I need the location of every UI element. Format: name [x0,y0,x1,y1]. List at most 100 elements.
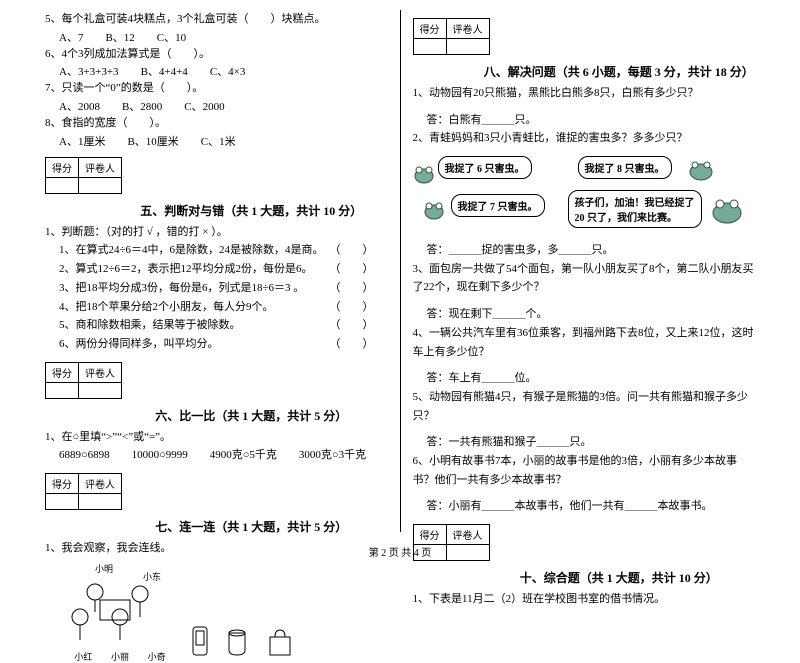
q8-text: 8、食指的宽度（ ）。 [45,114,388,133]
score-h1: 得分 [46,362,79,382]
bubble4: 孩子们，加油！我已经捉了 20 只了，我们来比赛。 [568,190,702,228]
right-column: 得分 评卷人 八、解决问题（共 6 小题，每题 3 分，共计 18 分） 1、动… [403,10,766,532]
j1a-t: 1、在算式24÷6＝4中，6是除数，24是被除数，4是商。 [59,244,324,256]
section6-row: 得分 评卷人 [45,354,388,403]
q5-opt-c: C、10 [157,29,186,45]
j1b: 2、算式12÷6＝2，表示把12平均分成2份，每份是6。 （ ） [45,260,388,279]
q6-text: 6、4个3列成加法算式是（ ）。 [45,45,388,64]
lbl-qi: 小奇 [148,650,166,663]
q7-text: 7、只读一个“0”的数是（ ）。 [45,79,388,98]
frog-icon-2 [688,158,714,182]
score-h2: 评卷人 [446,19,489,39]
p4: 4、一辆公共汽车里有36位乘客，到福州路下去8位，又上来12位，这时车上有多少位… [413,324,756,361]
page-container: 5、每个礼盒可装4块糕点，3个礼盒可装（ ）块糕点。 A、7 B、12 C、10… [0,0,800,532]
p3a: 答：现在剩下＿＿＿个。 [413,305,756,324]
section7-row: 得分 评卷人 [45,465,388,514]
paren: （ ） [330,241,374,260]
paren: （ ） [330,298,374,317]
page-footer: 第 2 页 共 4 页 [0,544,800,559]
left-column: 5、每个礼盒可装4块糕点，3个礼盒可装（ ）块糕点。 A、7 B、12 C、10… [35,10,398,532]
paren: （ ） [330,260,374,279]
kids-group: 小明 小东 小红 小丽 小奇 [65,562,175,663]
obj-cup [225,625,250,663]
phone-icon [190,625,210,660]
bubble1: 我捉了 6 只害虫。 [438,156,532,179]
q7-opt-c: C、2000 [184,98,224,114]
obj-bag [265,625,295,663]
q8-options: A、1厘米 B、10厘米 C、1米 [45,133,388,149]
score-box-7: 得分 评卷人 [45,473,122,510]
score-h2: 评卷人 [79,157,122,177]
score-h2: 评卷人 [79,362,122,382]
q8-opt-c: C、1米 [201,133,236,149]
j1e: 5、商和除数相乘，结果等于被除数。 （ ） [45,316,388,335]
q6-options: A、3+3+3+3 B、4+4+4 C、4×3 [45,63,388,79]
j1e-t: 5、商和除数相乘，结果等于被除数。 [59,319,241,331]
column-divider [400,10,401,532]
q6-opt-a: A、3+3+3+3 [59,63,119,79]
p1: 1、动物园有20只熊猫，黑熊比白熊多8只，白熊有多少只？ [413,84,756,103]
section5-row: 得分 评卷人 [45,149,388,198]
j1c-t: 3、把18平均分成3份，每份是6，列式是18÷6＝3 。 [59,282,304,294]
j1f: 6、两份分得同样多，叫平均分。 （ ） [45,335,388,354]
p6: 6、小明有故事书7本，小丽的故事书是他的3倍，小丽有多少本故事书？他们一共有多少… [413,452,756,489]
frog-icon-4 [711,196,743,224]
c1-text: 1、在○里填“>”“<”或“=”。 [45,428,388,447]
score-box-6: 得分 评卷人 [45,362,122,399]
q5-options: A、7 B、12 C、10 [45,29,388,45]
j1c: 3、把18平均分成3份，每份是6，列式是18÷6＝3 。 （ ） [45,279,388,298]
q5-text: 5、每个礼盒可装4块糕点，3个礼盒可装（ ）块糕点。 [45,10,388,29]
p2: 2、青蛙妈妈和3只小青蛙比，谁捉的害虫多？多多少只？ [413,129,756,148]
bub4b: 20 只了，我们来比赛。 [575,213,678,224]
paren: （ ） [330,279,374,298]
obj-phone [190,625,210,663]
section6-title: 六、比一比（共 1 大题，共计 5 分） [45,407,388,424]
score-h2: 评卷人 [79,473,122,493]
q8-opt-b: B、10厘米 [127,133,178,149]
score-h1: 得分 [413,19,446,39]
score-h1: 得分 [413,525,446,545]
j1-text: 1、判断题：（对的打 √ ，错的打 × ）。 [45,223,388,242]
c1-line: 6889○6898 10000○9999 4900克○5千克 3000克○3千克 [45,446,388,465]
frog-scene: 我捉了 6 只害虫。 我捉了 8 只害虫。 我捉了 7 只害虫。 孩子们，加油！… [413,152,756,237]
section10-title: 十、综合题（共 1 大题，共计 10 分） [413,569,756,586]
bag-icon [265,625,295,660]
section7-title: 七、连一连（共 1 大题，共计 5 分） [45,518,388,535]
paren: （ ） [330,316,374,335]
lbl-ming: 小明 [95,564,113,574]
j1a: 1、在算式24÷6＝4中，6是除数，24是被除数，4是商。 （ ） [45,241,388,260]
q5-opt-a: A、7 [59,29,83,45]
j1b-t: 2、算式12÷6＝2，表示把12平均分成2份，每份是6。 [59,263,313,275]
frog-icon-3 [423,200,445,220]
q7-opt-a: A、2008 [59,98,100,114]
bubble3: 我捉了 7 只害虫。 [451,194,545,217]
score-h1: 得分 [46,473,79,493]
lbl-li: 小丽 [111,650,129,663]
frog-icon-1 [413,164,435,184]
lbl-dong: 小东 [143,571,161,582]
p4a: 答：车上有＿＿＿位。 [413,369,756,388]
p5: 5、动物园有熊猫4只，有猴子是熊猫的3倍。问一共有熊猫和猴子多少只？ [413,388,756,425]
section8-row: 得分 评卷人 [413,10,756,59]
paren: （ ） [330,335,374,354]
q6-opt-b: B、4+4+4 [141,63,188,79]
p2a: 答：＿＿＿捉的害虫多，多＿＿＿只。 [413,241,756,260]
j1d: 4、把18个苹果分给2个小朋友，每人分9个。 （ ） [45,298,388,317]
q7-options: A、2008 B、2800 C、2000 [45,98,388,114]
cup-icon [225,625,250,660]
j1d-t: 4、把18个苹果分给2个小朋友，每人分9个。 [59,301,274,313]
q6-opt-c: C、4×3 [210,63,246,79]
bubble2: 我捉了 8 只害虫。 [578,156,672,179]
j1f-t: 6、两份分得同样多，叫平均分。 [59,338,219,350]
q7-opt-b: B、2800 [122,98,162,114]
section5-title: 五、判断对与错（共 1 大题，共计 10 分） [45,202,388,219]
bub4a: 孩子们，加油！我已经捉了 [575,198,695,209]
p1a: 答：白熊有＿＿＿只。 [413,111,756,130]
score-box-5: 得分 评卷人 [45,157,122,194]
lbl-hong: 小红 [74,650,92,663]
score-h1: 得分 [46,157,79,177]
q5-opt-b: B、12 [105,29,134,45]
section8-title: 八、解决问题（共 6 小题，每题 3 分，共计 18 分） [413,63,756,80]
score-h2: 评卷人 [446,525,489,545]
illustration: 小明 小东 小红 小丽 小奇 [45,562,388,663]
